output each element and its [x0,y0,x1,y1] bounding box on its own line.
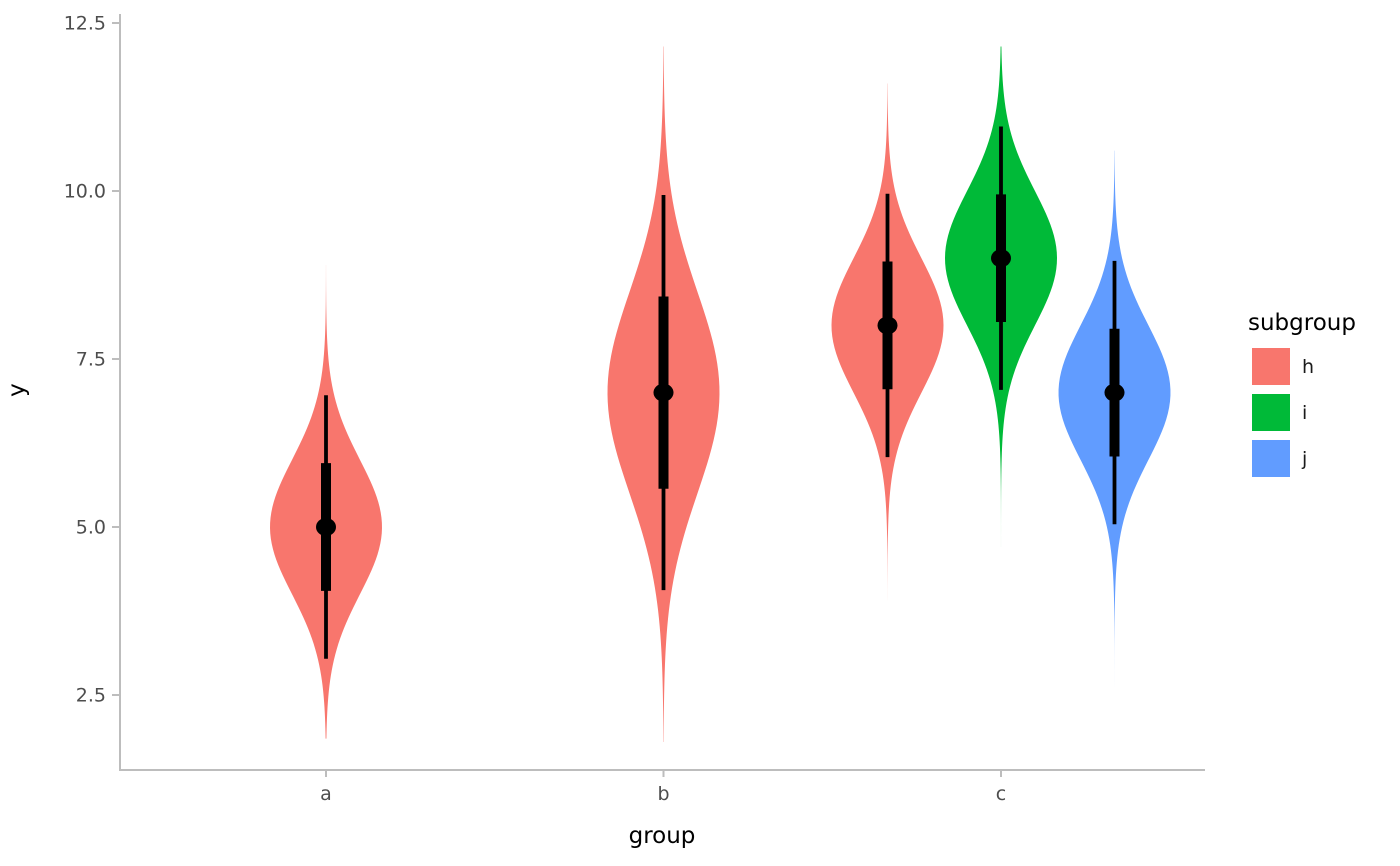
y-axis-title: y [4,383,30,397]
y-tick-label: 12.5 [64,13,106,35]
y-tick-label: 2.5 [76,685,106,707]
legend-title: subgroup [1248,310,1356,336]
median-point-a-h [316,518,336,536]
x-tick-label: a [320,783,332,805]
x-tick-label: c [996,783,1006,805]
axes: 2.5 5.0 7.5 10.0 12.5 a b c [64,13,1205,805]
legend-swatch-i [1252,394,1290,431]
median-point-c-j [1104,383,1125,402]
median-point-b-h [653,383,674,402]
y-tick-label: 5.0 [76,517,106,539]
median-point-c-h [877,316,898,335]
legend-label-i: i [1302,402,1307,424]
legend-label-j: j [1301,448,1307,470]
violin-slabs [270,46,1171,743]
legend-swatch-j [1252,440,1290,477]
legend-swatch-h [1252,348,1290,385]
x-tick-label: b [657,783,669,805]
legend-label-h: h [1302,356,1314,378]
x-axis-title: group [629,823,696,849]
point-intervals [316,126,1125,659]
y-tick-label: 7.5 [76,349,106,371]
legend: subgroup h i j [1248,310,1356,477]
median-point-c-i [991,249,1011,268]
y-tick-label: 10.0 [64,181,106,203]
